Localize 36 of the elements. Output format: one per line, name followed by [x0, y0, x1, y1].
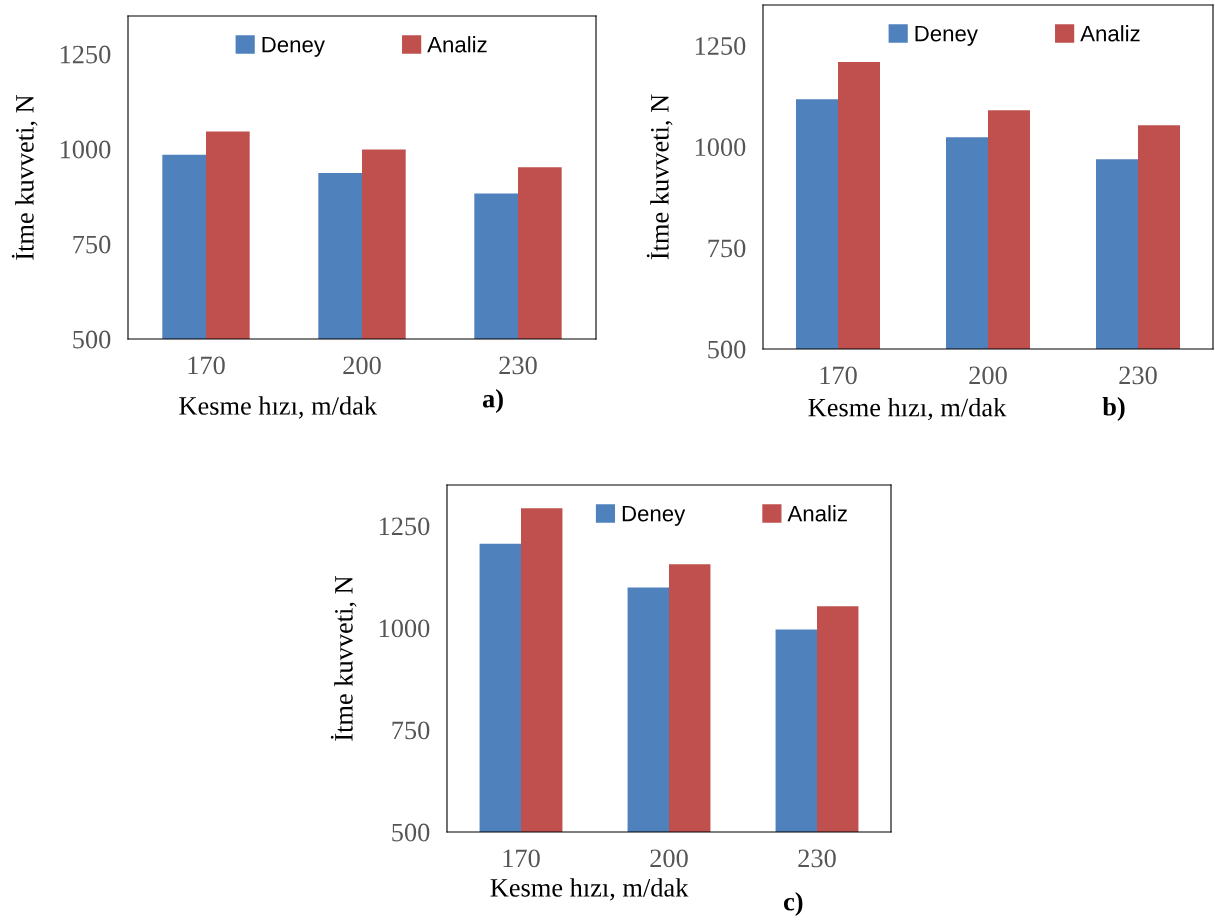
y-tick-label: 1250 — [60, 45, 111, 64]
x-tick-label: 200 — [650, 849, 688, 868]
x-axis-title: Kesme hızı, m/dak — [179, 396, 378, 419]
x-tick-label: 200 — [969, 366, 1007, 385]
legend-label: Deney — [262, 36, 325, 57]
y-tick-label: 750 — [392, 721, 430, 740]
y-tick-label: 750 — [708, 239, 746, 258]
legend-label: Deney — [622, 505, 686, 526]
legend-label: Analiz — [427, 36, 487, 53]
y-tick-label: 750 — [73, 235, 111, 254]
y-axis-title: İtme kuvveti, N — [330, 575, 357, 741]
y-tick-label: 1250 — [695, 37, 746, 55]
x-tick-label: 200 — [343, 356, 381, 375]
text: b) — [1102, 397, 1125, 421]
x-tick-label: 230 — [499, 356, 537, 375]
legend-label: Analiz — [1080, 25, 1140, 42]
y-tick-label: 1000 — [695, 138, 746, 157]
x-tick-label: 170 — [503, 849, 540, 868]
text: c) — [783, 892, 803, 916]
x-axis-title: Kesme hızı, m/dak — [490, 878, 689, 901]
x-tick-label: 170 — [188, 356, 225, 375]
x-tick-label: 230 — [798, 849, 836, 868]
legend-label: Deney — [915, 25, 978, 46]
y-tick-label: 1000 — [60, 140, 111, 159]
y-tick-label: 1250 — [379, 517, 430, 536]
x-tick-label: 170 — [820, 366, 857, 385]
text: a) — [482, 389, 503, 413]
y-axis-title: İtme kuvveti, N — [11, 94, 38, 260]
x-axis-title: Kesme hızı, m/dak — [808, 397, 1007, 421]
y-axis-title: İtme kuvveti, N — [646, 94, 673, 260]
y-tick-label: 1000 — [379, 619, 430, 638]
y-tick-label: 500 — [392, 823, 430, 842]
x-tick-label: 230 — [1119, 366, 1157, 385]
legend-label: Analiz — [787, 505, 847, 522]
y-tick-label: 500 — [708, 340, 746, 359]
y-tick-label: 500 — [73, 330, 111, 349]
